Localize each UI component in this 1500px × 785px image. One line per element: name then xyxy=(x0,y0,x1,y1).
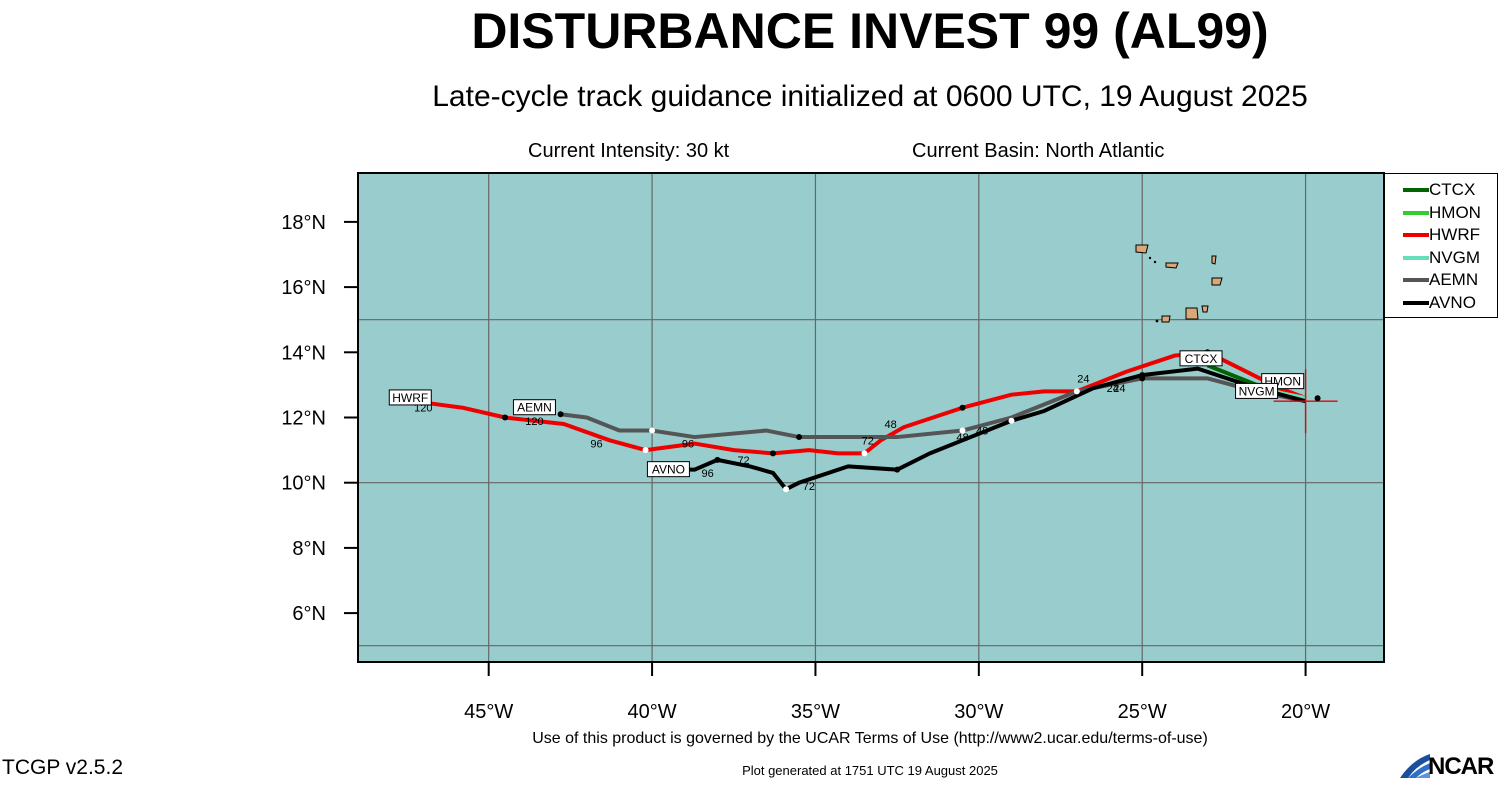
track-end-label-box xyxy=(646,461,690,478)
legend-item-hmon: HMON xyxy=(1385,202,1497,224)
lon-tick-label: 30°W xyxy=(954,701,1003,723)
legend-label: CTCX xyxy=(1429,180,1476,199)
ncar-logo: NCAR xyxy=(1398,750,1500,780)
track-point-hwrf xyxy=(642,447,649,454)
track-point-hwrf xyxy=(769,450,776,457)
track-point-hwrf xyxy=(502,414,509,421)
island-shape xyxy=(1165,262,1179,269)
island-dot xyxy=(1155,319,1159,323)
forecast-hour-label: 72 xyxy=(737,455,749,467)
generated-timestamp: Plot generated at 1751 UTC 19 August 202… xyxy=(742,763,998,778)
lat-tick-label: 16°N xyxy=(281,277,326,299)
track-end-label: AVNO xyxy=(652,463,685,477)
forecast-hour-label: 120 xyxy=(414,403,432,415)
track-end-label-box xyxy=(388,389,432,406)
legend-swatch xyxy=(1403,210,1429,215)
track-end-label-box xyxy=(1235,382,1279,399)
legend-item-avno: AVNO xyxy=(1385,292,1497,314)
legend: CTCX HMON HWRF NVGM AEMN AVNO xyxy=(1384,173,1498,318)
track-end-label: AEMN xyxy=(517,401,552,415)
forecast-hour-label: 120 xyxy=(525,416,543,428)
track-aemn xyxy=(560,376,1306,440)
legend-label: AEMN xyxy=(1429,270,1479,290)
forecast-hour-label: 48 xyxy=(976,426,988,438)
legend-item-nvgm: NVGM xyxy=(1385,247,1497,269)
ocean-background xyxy=(358,173,1384,662)
lon-tick-label: 25°W xyxy=(1118,701,1167,723)
legend-item-aemn: AEMN xyxy=(1385,269,1497,291)
track-point-avno xyxy=(714,456,721,463)
island-shape xyxy=(1211,277,1223,286)
current-position-point xyxy=(1314,395,1321,402)
island-shape xyxy=(1185,307,1199,320)
forecast-hour-label: 48 xyxy=(884,419,896,431)
track-point-hwrf xyxy=(1073,388,1080,395)
island-dot xyxy=(1153,260,1157,264)
island-shape xyxy=(1161,315,1171,323)
legend-label: AVNO xyxy=(1429,293,1476,312)
map-title: DISTURBANCE INVEST 99 (AL99) xyxy=(471,3,1269,59)
track-end-label: HWRF xyxy=(392,391,428,405)
track-point-avno xyxy=(894,466,901,473)
lon-tick-label: 45°W xyxy=(464,701,513,723)
track-point-hwrf xyxy=(959,404,966,411)
forecast-hour-label: 96 xyxy=(682,439,694,451)
map-subtitle: Late-cycle track guidance initialized at… xyxy=(432,80,1308,113)
legend-swatch xyxy=(1403,188,1429,192)
legend-item-ctcx: CTCX xyxy=(1385,179,1497,201)
lat-tick-label: 6°N xyxy=(292,603,326,625)
lon-tick-label: 40°W xyxy=(628,701,677,723)
track-point-aemn xyxy=(649,427,656,434)
track-point-avno xyxy=(1008,417,1015,424)
track-point-avno xyxy=(783,486,790,493)
legend-swatch xyxy=(1403,255,1429,260)
forecast-hour-label: 24 xyxy=(1077,373,1089,385)
forecast-hour-label: 48 xyxy=(956,432,968,444)
ncar-logo-icon xyxy=(1400,754,1430,778)
forecast-hour-label: 96 xyxy=(701,468,713,480)
island-shape xyxy=(1211,255,1217,265)
legend-swatch xyxy=(1403,233,1429,238)
track-point-aemn xyxy=(959,427,966,434)
lon-tick-label: 35°W xyxy=(791,701,840,723)
lat-tick-label: 10°N xyxy=(281,473,326,495)
legend-label: HWRF xyxy=(1429,225,1480,245)
track-point-hwrf xyxy=(861,450,868,457)
lon-tick-label: 20°W xyxy=(1281,701,1330,723)
lat-tick-label: 12°N xyxy=(281,408,326,430)
current-intensity: Current Intensity: 30 kt xyxy=(528,140,730,162)
lat-tick-label: 18°N xyxy=(281,212,326,234)
track-end-label: NVGM xyxy=(1239,384,1275,398)
ncar-logo-text: NCAR xyxy=(1428,753,1494,780)
forecast-hour-label: 96 xyxy=(590,439,602,451)
lat-tick-label: 14°N xyxy=(281,342,326,364)
forecast-hour-label: 24 xyxy=(1107,383,1119,395)
track-point-aemn xyxy=(557,411,564,418)
island-shape xyxy=(1201,305,1209,313)
legend-item-hwrf: HWRF xyxy=(1385,224,1497,246)
version-label: TCGP v2.5.2 xyxy=(2,756,123,779)
track-end-label-box xyxy=(1179,350,1223,367)
track-point-aemn xyxy=(796,434,803,441)
legend-swatch xyxy=(1403,278,1429,283)
forecast-hour-label: 72 xyxy=(803,481,815,493)
track-end-label-box xyxy=(512,399,556,416)
current-basin: Current Basin: North Atlantic xyxy=(912,140,1165,162)
track-avno xyxy=(674,366,1307,492)
terms-of-use: Use of this product is governed by the U… xyxy=(532,730,1208,747)
legend-label: HMON xyxy=(1429,202,1481,222)
track-point-avno xyxy=(1139,372,1146,379)
legend-label: NVGM xyxy=(1429,247,1480,267)
legend-swatch xyxy=(1403,301,1429,305)
forecast-hour-label: 72 xyxy=(862,435,874,447)
island-dot xyxy=(1148,256,1152,260)
track-end-label: CTCX xyxy=(1185,352,1218,366)
forecast-hour-label: 24 xyxy=(1113,383,1125,395)
lat-tick-label: 8°N xyxy=(292,538,326,560)
island-shape xyxy=(1135,244,1149,254)
